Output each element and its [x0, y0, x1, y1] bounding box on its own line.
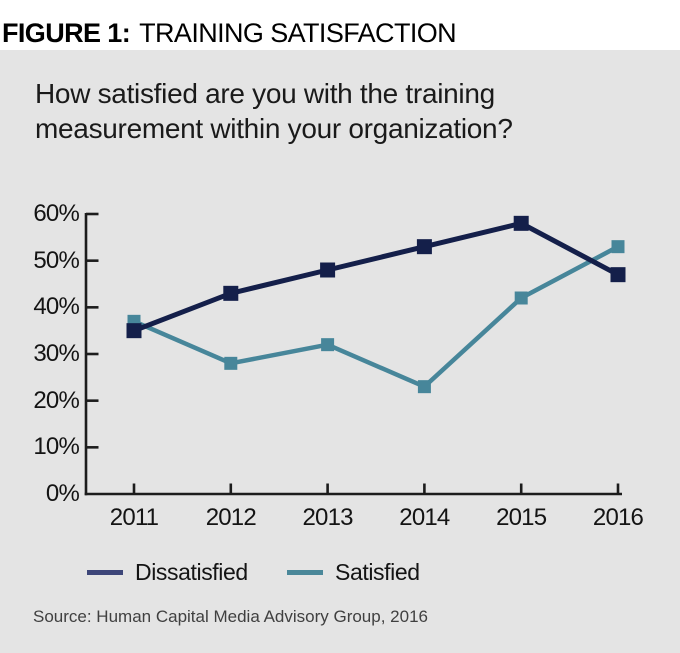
x-tick-label: 2013: [302, 504, 353, 531]
legend-label: Dissatisfied: [135, 558, 248, 585]
y-tick-label: 0%: [45, 480, 80, 507]
axes: [84, 212, 622, 496]
legend-item-satisfied: Satisfied: [287, 558, 420, 586]
data-point-dissatisfied: [610, 267, 626, 283]
data-point-dissatisfied: [416, 239, 432, 255]
series-line-dissatisfied: [133, 220, 620, 333]
data-point-dissatisfied: [513, 215, 529, 231]
y-tick-label: 50%: [33, 246, 79, 274]
legend-label: Satisfied: [335, 558, 420, 585]
figure-title: FIGURE 1: TRAINING SATISFACTION: [2, 18, 457, 48]
y-tick-label: 30%: [33, 340, 79, 367]
data-point-dissatisfied: [126, 323, 142, 339]
x-tick-label: 2014: [399, 504, 450, 531]
x-tick-label: 2015: [496, 504, 547, 531]
y-tick-label: 20%: [33, 386, 79, 414]
x-tick-label: 2012: [205, 504, 257, 531]
series-line-satisfied: [133, 244, 620, 390]
data-point-dissatisfied: [223, 285, 239, 301]
x-tick-label: 2011: [109, 504, 159, 531]
y-tick-label: 40%: [33, 293, 79, 321]
y-tick-label: 10%: [33, 433, 79, 461]
legend-item-dissatisfied: Dissatisfied: [87, 558, 248, 586]
legend-swatch-dissatisfied: [87, 569, 123, 575]
data-point-satisfied: [321, 338, 335, 352]
x-tick-label: 2016: [592, 504, 644, 531]
survey-question: How satisfied are you with the training …: [35, 78, 513, 144]
data-point-satisfied: [611, 240, 625, 254]
data-point-dissatisfied: [320, 262, 336, 278]
data-point-satisfied: [514, 291, 528, 305]
y-tick-label: 60%: [33, 200, 79, 227]
figure-title-text: TRAINING SATISFACTION: [139, 18, 457, 48]
figure-label: FIGURE 1:: [2, 18, 131, 48]
legend-swatch-satisfied: [287, 569, 323, 575]
source-attribution: Source: Human Capital Media Advisory Gro…: [33, 607, 428, 626]
data-point-satisfied: [224, 356, 238, 370]
data-point-satisfied: [417, 380, 431, 394]
